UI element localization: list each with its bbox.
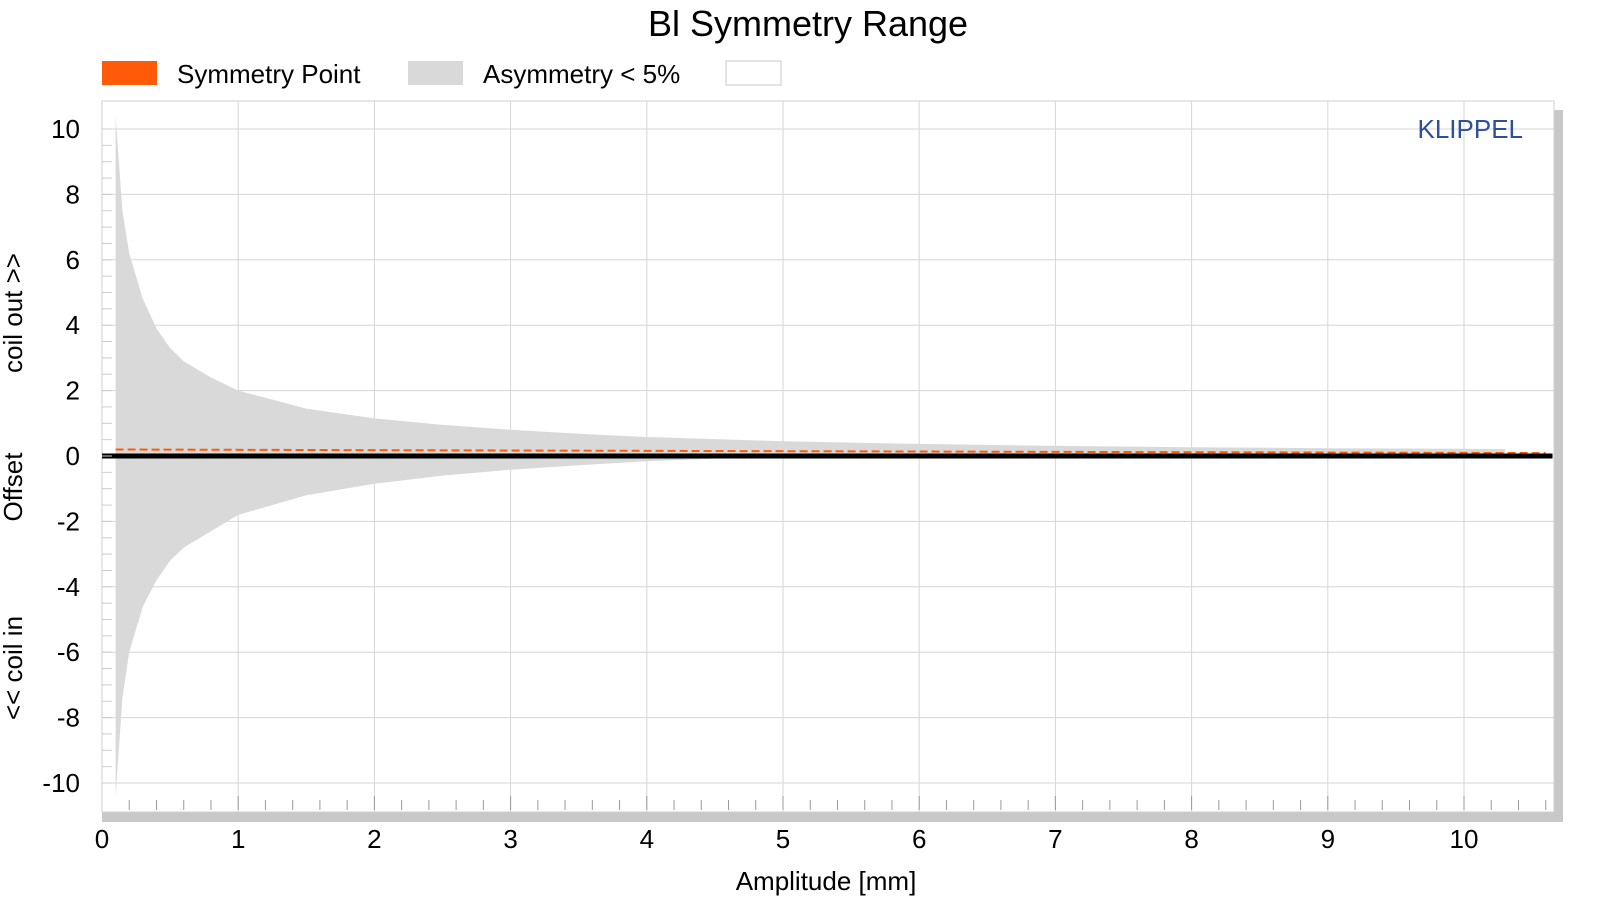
x-tick-label: 3 — [503, 824, 517, 854]
y-axis-label-coil-out: coil out >> — [0, 253, 28, 373]
x-tick-label: 6 — [912, 824, 926, 854]
x-tick-label: 7 — [1048, 824, 1062, 854]
y-axis-label-offset: Offset — [0, 452, 28, 522]
y-tick-label: 6 — [66, 245, 80, 275]
y-axis-label-coil-in: << coil in — [0, 616, 28, 720]
y-tick-label: 10 — [51, 114, 80, 144]
y-tick-label: 2 — [66, 376, 80, 406]
y-tick-label: -4 — [57, 572, 80, 602]
plot-shadow-bottom — [102, 812, 1563, 822]
legend-label: Asymmetry < 5% — [483, 59, 680, 89]
y-axis-label: << coil in Offset coil out >> — [0, 253, 28, 720]
x-tick-labels: 0 1 2 3 4 5 6 7 8 9 10 — [95, 824, 1479, 854]
x-tick-label: 9 — [1321, 824, 1335, 854]
legend-swatch — [102, 61, 157, 85]
y-tick-label: 0 — [66, 441, 80, 471]
y-tick-label: -10 — [42, 768, 80, 798]
y-tick-label: -8 — [57, 703, 80, 733]
klippel-watermark: KLIPPEL — [1417, 114, 1523, 144]
x-tick-label: 1 — [231, 824, 245, 854]
x-tick-label: 0 — [95, 824, 109, 854]
y-tick-label: -2 — [57, 506, 80, 536]
legend: Symmetry Point Asymmetry < 5% — [102, 59, 782, 89]
x-tick-label: 4 — [640, 824, 654, 854]
legend-swatch — [408, 61, 463, 85]
y-tick-label: 8 — [66, 179, 80, 209]
x-tick-label: 8 — [1184, 824, 1198, 854]
series-symmetry-point — [115, 448, 1546, 455]
x-tick-label: 2 — [367, 824, 381, 854]
y-tick-label: 4 — [66, 310, 80, 340]
legend-label: Symmetry Point — [177, 59, 361, 89]
y-tick-label: -6 — [57, 637, 80, 667]
series-layer — [102, 115, 1553, 797]
minor-ticks — [102, 128, 1547, 810]
legend-swatch — [725, 60, 782, 86]
y-tick-labels: -10 -8 -6 -4 -2 0 2 4 6 8 10 — [42, 114, 80, 798]
x-tick-label: 5 — [776, 824, 790, 854]
plot-shadow-right — [1553, 110, 1563, 822]
chart-title: Bl Symmetry Range — [648, 3, 968, 44]
x-tick-label: 10 — [1450, 824, 1479, 854]
x-axis-label: Amplitude [mm] — [736, 866, 917, 896]
